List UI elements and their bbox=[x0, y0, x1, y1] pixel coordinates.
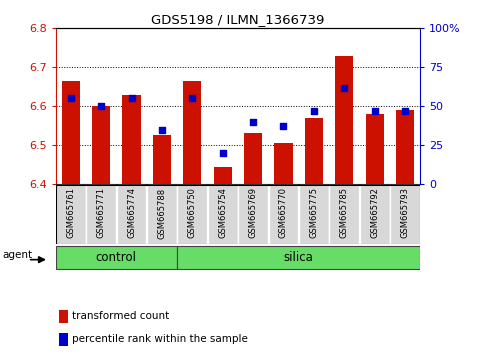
Point bbox=[158, 127, 166, 132]
Text: GSM665754: GSM665754 bbox=[218, 188, 227, 238]
Text: GSM665774: GSM665774 bbox=[127, 188, 136, 239]
Bar bbox=[62, 81, 80, 184]
Point bbox=[97, 103, 105, 109]
Bar bbox=[59, 333, 68, 346]
Bar bbox=[335, 56, 354, 184]
Text: GSM665761: GSM665761 bbox=[66, 188, 75, 239]
Bar bbox=[366, 114, 384, 184]
Bar bbox=[299, 185, 329, 244]
Bar bbox=[390, 185, 420, 244]
Bar bbox=[244, 133, 262, 184]
Bar bbox=[213, 167, 232, 184]
Text: silica: silica bbox=[284, 251, 313, 263]
Bar bbox=[396, 110, 414, 184]
Bar bbox=[92, 106, 110, 184]
Bar bbox=[86, 185, 116, 244]
Bar bbox=[147, 185, 177, 244]
Text: GSM665770: GSM665770 bbox=[279, 188, 288, 239]
Point bbox=[371, 108, 379, 114]
Bar bbox=[269, 185, 298, 244]
Text: control: control bbox=[96, 251, 137, 263]
Point bbox=[401, 108, 409, 114]
Bar bbox=[329, 185, 359, 244]
Text: GSM665788: GSM665788 bbox=[157, 187, 167, 239]
Point bbox=[280, 124, 287, 129]
Bar bbox=[208, 185, 238, 244]
Bar bbox=[59, 310, 68, 323]
Point bbox=[310, 108, 318, 114]
Text: agent: agent bbox=[3, 250, 33, 260]
Text: GSM665750: GSM665750 bbox=[188, 188, 197, 238]
Text: percentile rank within the sample: percentile rank within the sample bbox=[72, 335, 248, 344]
Bar bbox=[153, 136, 171, 184]
Bar bbox=[238, 185, 268, 244]
Text: GSM665785: GSM665785 bbox=[340, 188, 349, 239]
Point bbox=[341, 85, 348, 90]
Point bbox=[188, 96, 196, 101]
Text: GSM665793: GSM665793 bbox=[400, 188, 410, 239]
Text: transformed count: transformed count bbox=[72, 312, 169, 321]
Bar bbox=[122, 95, 141, 184]
Bar bbox=[56, 185, 85, 244]
Text: GSM665792: GSM665792 bbox=[370, 188, 379, 238]
Bar bbox=[177, 246, 420, 269]
Title: GDS5198 / ILMN_1366739: GDS5198 / ILMN_1366739 bbox=[151, 13, 325, 26]
Text: GSM665771: GSM665771 bbox=[97, 188, 106, 239]
Bar bbox=[116, 185, 146, 244]
Bar bbox=[56, 246, 177, 269]
Bar bbox=[183, 81, 201, 184]
Point bbox=[219, 150, 227, 156]
Bar bbox=[274, 143, 293, 184]
Text: GSM665769: GSM665769 bbox=[249, 188, 257, 239]
Bar bbox=[305, 118, 323, 184]
Bar bbox=[360, 185, 389, 244]
Point bbox=[67, 96, 74, 101]
Text: GSM665775: GSM665775 bbox=[309, 188, 318, 239]
Point bbox=[128, 96, 135, 101]
Point bbox=[249, 119, 257, 125]
Bar bbox=[177, 185, 207, 244]
